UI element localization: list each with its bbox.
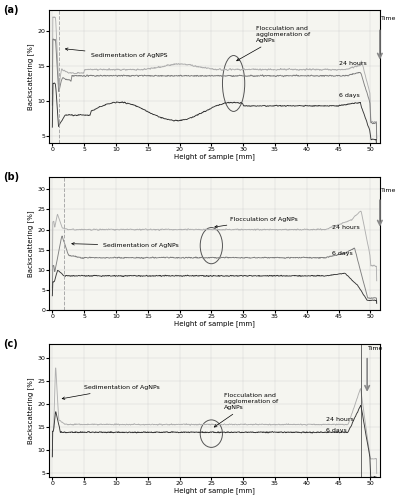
Text: Flocculation and
agglomeration of
AgNPs: Flocculation and agglomeration of AgNPs	[236, 26, 309, 61]
X-axis label: Height of sample [mm]: Height of sample [mm]	[174, 320, 254, 328]
X-axis label: Height of sample [mm]: Height of sample [mm]	[174, 154, 254, 160]
Y-axis label: Backscattering [%]: Backscattering [%]	[28, 378, 34, 444]
Text: Sedimentation of AgNPs: Sedimentation of AgNPs	[72, 242, 178, 248]
Text: Time: Time	[380, 188, 395, 194]
Text: (a): (a)	[3, 5, 18, 15]
Text: Sedimentation of AgNPS: Sedimentation of AgNPS	[65, 48, 166, 58]
Text: 6 days: 6 days	[325, 428, 346, 433]
Y-axis label: Backscattering [%]: Backscattering [%]	[28, 210, 34, 277]
Text: Flocculation and
agglomeration of
AgNPs: Flocculation and agglomeration of AgNPs	[214, 394, 277, 427]
Text: (c): (c)	[3, 339, 18, 349]
Text: (b): (b)	[3, 172, 19, 182]
Text: Time: Time	[380, 16, 395, 20]
Text: Flocculation of AgNPs: Flocculation of AgNPs	[214, 217, 298, 228]
Text: 6 days: 6 days	[338, 93, 358, 98]
Text: 24 hours: 24 hours	[331, 225, 359, 230]
Text: 24 hours: 24 hours	[338, 62, 365, 66]
Text: Time: Time	[367, 346, 383, 351]
X-axis label: Height of sample [mm]: Height of sample [mm]	[174, 488, 254, 494]
Y-axis label: Backscattering [%]: Backscattering [%]	[28, 43, 34, 110]
Text: 24 hours: 24 hours	[325, 418, 353, 422]
Text: Sedimentation of AgNPs: Sedimentation of AgNPs	[62, 386, 160, 400]
Text: 6 days: 6 days	[331, 251, 352, 256]
